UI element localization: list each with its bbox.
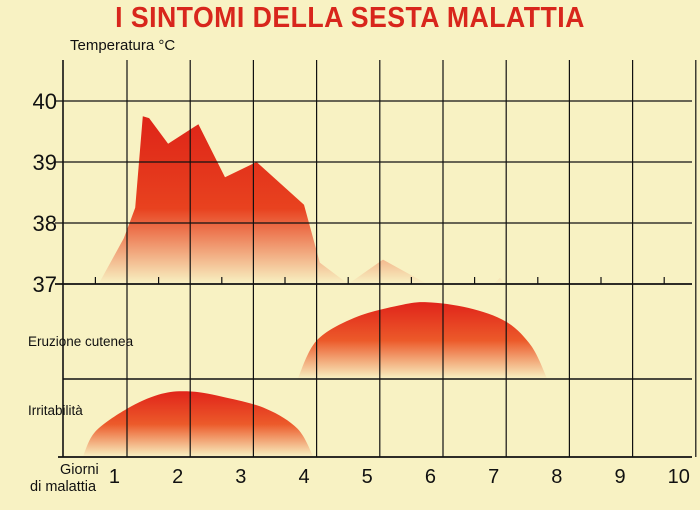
irritability-area [82,391,314,457]
x-axis-label-line1: Giorni [60,462,99,478]
x-tick-1: 1 [109,466,120,488]
x-tick-9: 9 [614,466,625,488]
x-tick-6: 6 [425,466,436,488]
y-tick-37: 37 [33,272,57,297]
x-tick-10: 10 [668,466,690,488]
rash-label: Eruzione cutenea [28,334,134,349]
y-tick-39: 39 [33,150,57,175]
x-tick-2: 2 [172,466,183,488]
x-axis-label-line2: di malattia [30,479,97,495]
x-tick-3: 3 [235,466,246,488]
irritability-label: Irritabilità [28,403,83,418]
x-tick-5: 5 [362,466,373,488]
rash-area [297,302,548,379]
x-tick-7: 7 [488,466,499,488]
chart-title: I SINTOMI DELLA SESTA MALATTIA [115,2,585,34]
y-tick-40: 40 [33,89,57,114]
temperature-axis-label: Temperatura °C [70,37,175,54]
areas-layer [82,116,548,457]
temperature-area [98,116,507,284]
x-tick-4: 4 [298,466,309,488]
grid-layer [55,60,697,458]
y-tick-38: 38 [33,211,57,236]
x-tick-8: 8 [551,466,562,488]
